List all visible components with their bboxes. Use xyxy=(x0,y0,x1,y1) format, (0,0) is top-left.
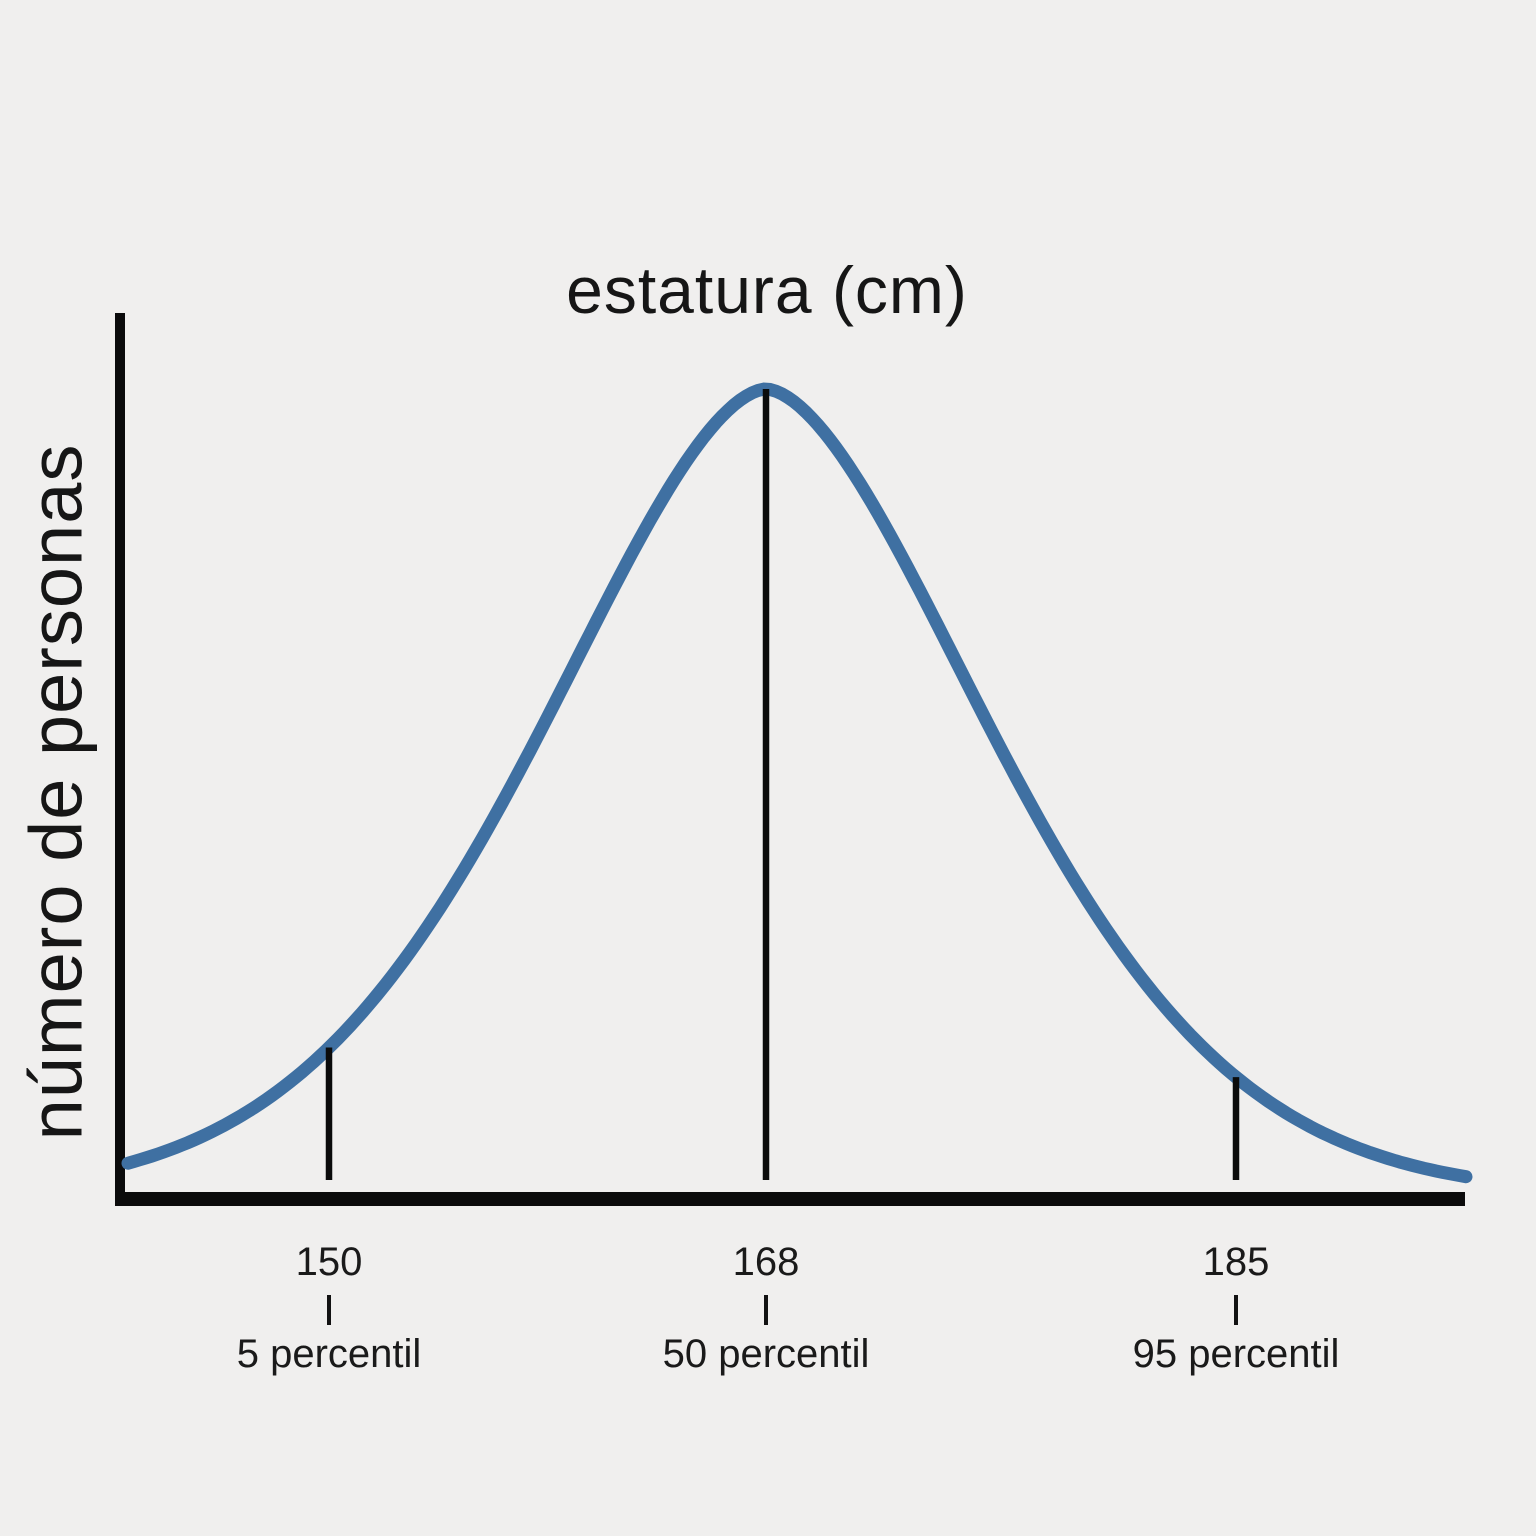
x-value-168: 168 xyxy=(732,1240,800,1284)
x-label-group-5-percentil: 150 5 percentil xyxy=(169,1242,489,1374)
x-value-185: 185 xyxy=(1202,1240,1270,1284)
x-label-group-95-percentil: 185 95 percentil xyxy=(1076,1242,1396,1374)
x-value-150: 150 xyxy=(295,1240,363,1284)
bell-curve xyxy=(121,382,1473,1184)
percentile-label-50: 50 percentil xyxy=(662,1332,870,1376)
pointer-glyph xyxy=(327,1295,331,1325)
pointer-glyph xyxy=(764,1295,768,1325)
pointer-glyph xyxy=(1234,1295,1238,1325)
percentile-label-95: 95 percentil xyxy=(1132,1332,1340,1376)
percentile-label-5: 5 percentil xyxy=(236,1332,422,1376)
chart-title: estatura (cm) xyxy=(566,253,968,327)
x-label-group-50-percentil: 168 50 percentil xyxy=(606,1242,926,1374)
